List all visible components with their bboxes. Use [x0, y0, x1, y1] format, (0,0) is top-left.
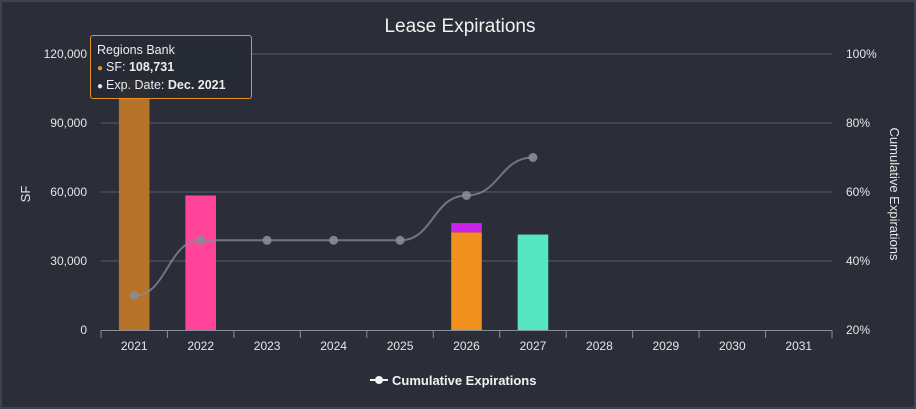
series-point[interactable]: [129, 291, 139, 300]
bar-2021[interactable]: [118, 79, 150, 330]
bar-2026[interactable]: [451, 232, 482, 330]
line-layer: [129, 153, 538, 300]
series-point[interactable]: [329, 235, 339, 245]
tooltip-sf-value: 108,731: [128, 60, 175, 74]
y-tick-label: 60,000: [50, 185, 87, 199]
y2-tick-label: 100%: [846, 47, 877, 61]
y2-tick-label: 40%: [846, 254, 870, 268]
y2-tick-label: 20%: [846, 323, 870, 337]
tooltip-sf-dot-icon: ●: [97, 63, 104, 74]
x-tick-label: 2026: [453, 339, 480, 353]
bar-2022[interactable]: [185, 195, 216, 330]
y2-tick-label: 60%: [846, 185, 870, 199]
series-point[interactable]: [462, 190, 471, 200]
x-tick-label: 2027: [520, 339, 547, 353]
series-point[interactable]: [395, 235, 405, 245]
series-point[interactable]: [528, 153, 538, 162]
x-tick-label: 2030: [719, 339, 746, 353]
tooltip: Regions Bank ● SF: 108,731 ● Exp. Date: De…: [90, 35, 252, 99]
x-tick-label: 2024: [320, 339, 347, 353]
x-tick-label: 2023: [254, 339, 281, 353]
x-tick-label: 2021: [121, 339, 148, 353]
series-point[interactable]: [262, 235, 272, 245]
y-tick-label: 30,000: [50, 254, 87, 268]
y-tick-label: 90,000: [50, 116, 87, 130]
bar-2027[interactable]: [517, 234, 549, 330]
x-tick-label: 2025: [387, 339, 414, 353]
chart-title: Lease Expirations: [384, 16, 535, 37]
tooltip-sf-label: SF:: [106, 60, 129, 74]
x-tick-label: 2028: [586, 339, 613, 353]
series-point[interactable]: [196, 235, 206, 245]
legend-item-cumulative-expirations[interactable]: Cumulative Expirations: [370, 373, 536, 388]
tooltip-title: Regions Bank: [97, 43, 175, 57]
legend-label: Cumulative Expirations: [392, 373, 536, 388]
axis-layer: 0 30,000 60,000 90,000 120,000 20% 40% 60% 80% 10…: [44, 47, 877, 353]
bar-2026[interactable]: [451, 223, 482, 233]
tooltip-date-row: ● Exp. Date: Dec. 2021: [97, 77, 245, 95]
y-tick-label: 0: [80, 323, 87, 337]
bar-layer: [118, 79, 549, 330]
y-tick-label: 120,000: [44, 47, 88, 61]
tooltip-sf-row: ● SF: 108,731: [97, 59, 245, 77]
tooltip-date-label: Exp. Date:: [106, 78, 168, 92]
y-axis-title: SF: [18, 186, 33, 203]
tooltip-date-dot-icon: ●: [97, 81, 104, 92]
legend-marker: [375, 376, 383, 384]
y2-axis-title: Cumulative Expirations: [887, 128, 902, 261]
x-tick-label: 2022: [187, 339, 214, 353]
x-tick-label: 2029: [653, 339, 680, 353]
x-tick-label: 2031: [785, 339, 812, 353]
y2-tick-label: 80%: [846, 116, 870, 130]
tooltip-date-value: Dec. 2021: [167, 78, 226, 92]
